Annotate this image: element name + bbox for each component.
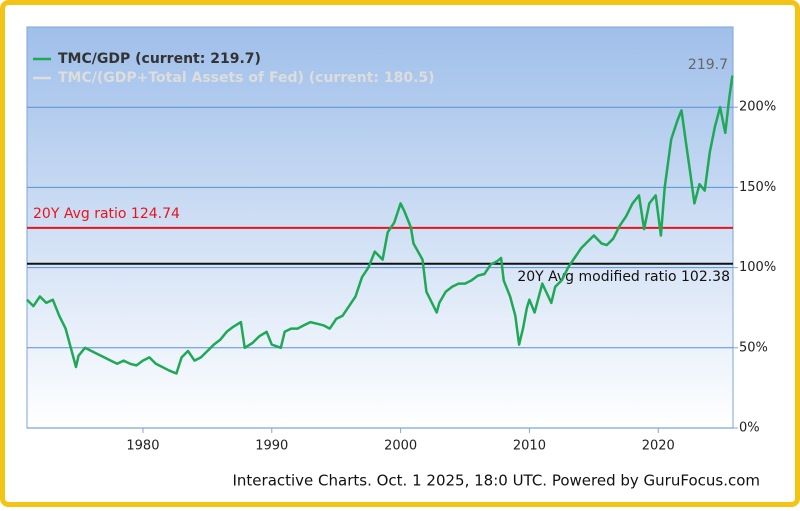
reference-label: 20Y Avg ratio 124.74 <box>33 206 180 222</box>
legend-label: TMC/GDP (current: 219.7) <box>58 51 261 67</box>
x-tick-label: 2010 <box>513 439 546 454</box>
y-tick-label: 50% <box>739 340 768 355</box>
x-tick-label: 2000 <box>384 439 417 454</box>
footer: Interactive Charts. Oct. 1 2025, 18:0 UT… <box>232 472 760 490</box>
y-tick-label: 0% <box>739 421 760 436</box>
y-tick-label: 200% <box>739 100 776 115</box>
x-tick-label: 2020 <box>642 439 675 454</box>
y-tick-label: 150% <box>739 180 776 195</box>
reference-label: 20Y Avg modified ratio 102.38 <box>517 269 730 285</box>
data-line <box>26 75 734 375</box>
x-tick-label: 1980 <box>126 439 159 454</box>
x-tick-label: 1990 <box>255 439 288 454</box>
y-tick-label: 100% <box>739 260 776 275</box>
last-value-label: 219.7 <box>688 57 728 73</box>
legend-label: TMC/(GDP+Total Assets of Fed) (current: … <box>58 70 435 86</box>
